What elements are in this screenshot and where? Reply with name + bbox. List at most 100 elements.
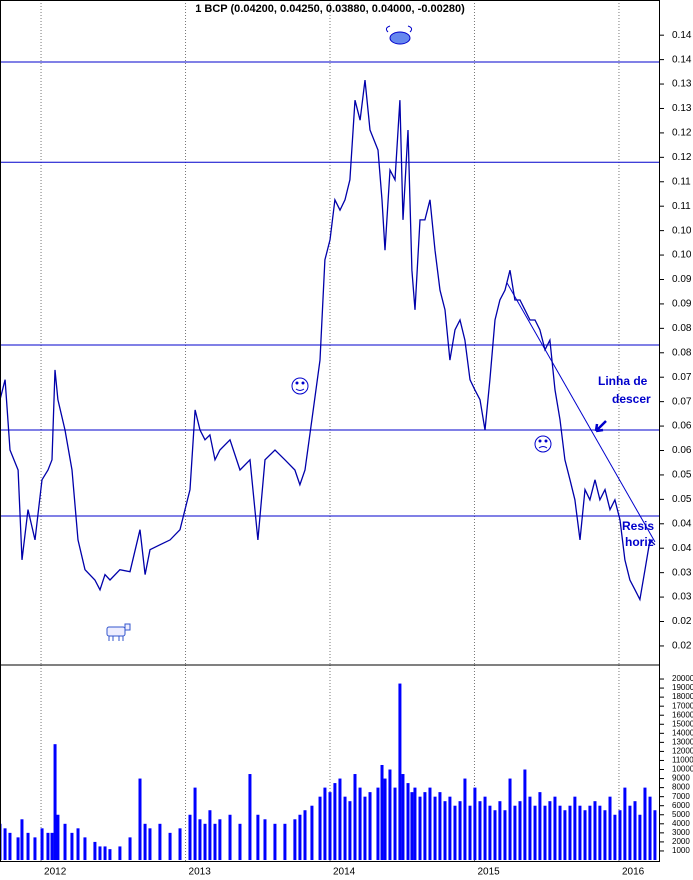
volume-bar xyxy=(593,801,597,860)
volume-bar xyxy=(428,787,432,860)
volume-bar xyxy=(653,810,657,860)
volume-bar xyxy=(498,801,502,860)
volume-bar xyxy=(118,846,122,860)
y-tick-label: 0.03 xyxy=(672,592,692,603)
volume-bar xyxy=(503,810,507,860)
volume-bar xyxy=(383,778,387,860)
volume-bar xyxy=(213,823,217,860)
y-tick-label: 0.08 xyxy=(672,347,692,358)
y-tick-label: 9000 xyxy=(672,774,690,783)
volume-bar xyxy=(388,769,392,860)
annotation: horiz xyxy=(625,535,654,549)
y-tick-label: 0.11 xyxy=(672,176,691,187)
trend-line xyxy=(506,282,656,543)
y-tick-label: 7000 xyxy=(672,792,690,801)
y-tick-label: 12000 xyxy=(672,747,693,756)
annotations: Linha de descer Resis horiz xyxy=(598,374,654,549)
y-tick-label: 0.07 xyxy=(672,396,692,407)
volume-bar xyxy=(283,823,287,860)
volume-bar xyxy=(178,828,182,860)
volume-bar xyxy=(148,828,152,860)
volume-bar xyxy=(603,810,607,860)
y-tick-label: 1000 xyxy=(672,846,690,855)
volume-bar xyxy=(588,805,592,860)
volume-bar xyxy=(343,796,347,860)
y-tick-label: 0.10 xyxy=(672,225,692,236)
volume-bar xyxy=(208,810,212,860)
volume-bar xyxy=(40,828,44,860)
volume-bar xyxy=(338,778,342,860)
y-tick-label: 0.07 xyxy=(672,372,692,383)
volume-bar xyxy=(303,810,307,860)
y-tick-label: 0.12 xyxy=(672,152,692,163)
volume-bar xyxy=(508,778,512,860)
x-tick-label: 2014 xyxy=(333,867,356,878)
y-tick-label: 2000 xyxy=(672,837,690,846)
y-tick-label: 0.11 xyxy=(672,201,691,212)
volume-bar xyxy=(3,828,7,860)
volume-bar xyxy=(518,801,522,860)
volume-bar xyxy=(363,796,367,860)
volume-bar xyxy=(318,796,322,860)
volume-bar xyxy=(218,819,222,860)
volume-bar xyxy=(158,823,162,860)
volume-bar xyxy=(458,801,462,860)
y-tick-label: 15000 xyxy=(672,719,693,728)
volume-bar xyxy=(293,819,297,860)
y-tick-label: 0.06 xyxy=(672,421,692,432)
x-tick-label: 2012 xyxy=(44,867,67,878)
y-tick-label: 6000 xyxy=(672,801,690,810)
volume-bar xyxy=(623,787,627,860)
volume-bar xyxy=(528,796,532,860)
y-tick-label: 11000 xyxy=(672,756,693,765)
axes: 0.14 0.14 0.13 0.13 0.12 0.12 0.11 0.11 0.10 0.10… xyxy=(44,30,693,878)
y-tick-label: 10000 xyxy=(672,765,693,774)
cow-icon xyxy=(106,623,131,641)
volume-bar xyxy=(548,801,552,860)
y-tick-label: 18000 xyxy=(672,692,693,701)
volume-bar xyxy=(328,792,332,860)
volume-bar xyxy=(473,787,477,860)
chart-title: 1 BCP (0.04200, 0.04250, 0.03880, 0.0400… xyxy=(195,3,465,15)
bull-icon xyxy=(385,25,413,45)
volume-panel xyxy=(0,683,657,860)
volume-bar xyxy=(633,801,637,860)
y-tick-label: 0.13 xyxy=(672,103,692,114)
volume-bar xyxy=(368,792,372,860)
volume-bar xyxy=(493,810,497,860)
volume-bar xyxy=(618,810,622,860)
volume-bar xyxy=(228,814,232,860)
volume-bar xyxy=(138,778,142,860)
y-tick-label: 0.02 xyxy=(672,641,692,652)
volume-bar xyxy=(83,837,87,860)
volume-bar xyxy=(198,819,202,860)
volume-bar xyxy=(333,783,337,860)
volume-bar xyxy=(553,796,557,860)
y-tick-label: 3000 xyxy=(672,828,690,837)
volume-bar xyxy=(628,805,632,860)
volume-bar xyxy=(401,774,405,860)
y-tick-label: 0.02 xyxy=(672,616,692,627)
volume-bar xyxy=(443,801,447,860)
volume-bar xyxy=(188,814,192,860)
volume-bar xyxy=(193,787,197,860)
volume-bar xyxy=(423,792,427,860)
volume-bar xyxy=(103,846,107,860)
volume-bar xyxy=(20,819,24,860)
volume-bar xyxy=(573,796,577,860)
volume-bar xyxy=(310,805,314,860)
volume-bar xyxy=(648,796,652,860)
volume-bar xyxy=(248,774,252,860)
y-tick-label: 5000 xyxy=(672,810,690,819)
y-tick-label: 0.05 xyxy=(672,494,692,505)
volume-bar xyxy=(50,832,54,860)
x-tick-label: 2016 xyxy=(622,867,645,878)
volume-bar xyxy=(568,805,572,860)
volume-bar xyxy=(348,801,352,860)
volume-bar xyxy=(76,828,80,860)
volume-bar xyxy=(398,683,402,860)
volume-bar xyxy=(410,792,414,860)
volume-bar xyxy=(433,796,437,860)
volume-bar xyxy=(203,823,207,860)
